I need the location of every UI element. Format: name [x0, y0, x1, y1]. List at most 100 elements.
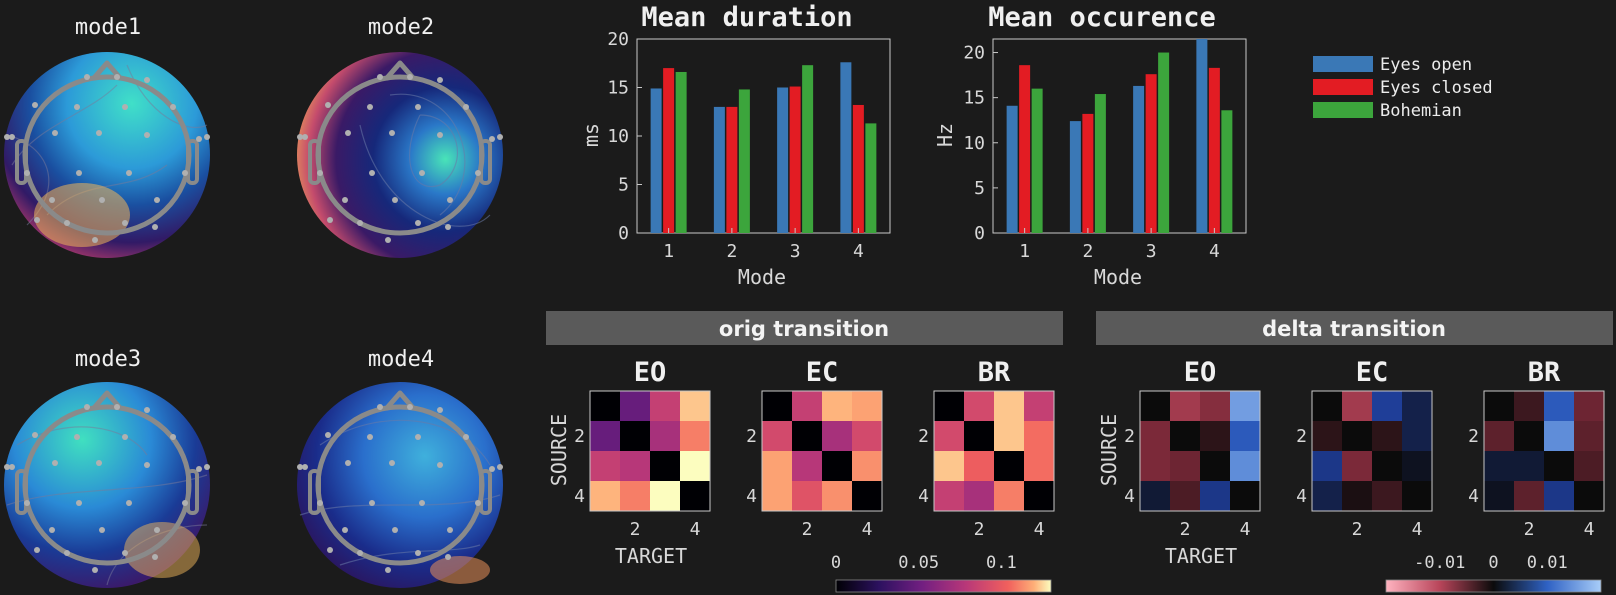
x-tick-label: 2 [726, 241, 737, 262]
electrode [367, 104, 373, 110]
electrode [369, 500, 375, 506]
electrode [445, 224, 451, 230]
heatmap-cell [762, 481, 793, 512]
matrix-title: EO [1184, 357, 1217, 388]
heatmap-cell [1312, 421, 1343, 452]
x-axis-label: Mode [738, 265, 786, 289]
electrode [122, 550, 128, 556]
topomap-title-mode1: mode1 [75, 15, 141, 40]
y-tick-label: 2 [1124, 426, 1135, 447]
heatmap-cell [1200, 421, 1231, 452]
heatmap-cell [1544, 421, 1575, 452]
electrode [196, 466, 202, 472]
x-tick-label: 1 [663, 241, 674, 262]
legend-label-eyes-closed: Eyes closed [1380, 78, 1493, 98]
topomap-hotspot [430, 556, 490, 584]
heatmap-cell [1402, 451, 1433, 482]
heatmap-cell [590, 451, 621, 482]
heatmap-cell [1574, 481, 1605, 512]
electrode [497, 464, 503, 470]
heatmap-cell [1574, 391, 1605, 422]
legend-label-eyes-open: Eyes open [1380, 55, 1472, 75]
electrode [475, 500, 481, 506]
heatmap-cell [1230, 451, 1261, 482]
bar [663, 68, 675, 233]
electrode [99, 197, 105, 203]
electrode [357, 220, 363, 226]
heatmap-cell [1484, 391, 1515, 422]
legend-swatch-eyes-closed [1313, 79, 1373, 95]
bar [1082, 113, 1094, 233]
group-banner [1096, 311, 1613, 345]
electrode [437, 462, 443, 468]
heatmap-cell [1342, 451, 1373, 482]
electrode [49, 197, 55, 203]
topomap-mode1 [4, 52, 210, 258]
heatmap-cell [650, 391, 681, 422]
heatmap-cell [1140, 421, 1171, 452]
bar [802, 65, 814, 233]
y-tick-label: 2 [574, 426, 585, 447]
electrode [415, 550, 421, 556]
colorbar-tick-label: -0.01 [1414, 553, 1465, 573]
electrode [367, 434, 373, 440]
heatmap-cell [1342, 391, 1373, 422]
heatmap-cell [822, 421, 853, 452]
matrix-title: EC [806, 357, 839, 388]
heatmap-frame [1139, 390, 1261, 512]
ear-left [15, 469, 28, 515]
electrode [34, 217, 40, 223]
heatmap-frame [1311, 390, 1433, 512]
y-tick-label: 4 [574, 486, 585, 507]
heatmap-cell [1402, 481, 1433, 512]
electrode [357, 550, 363, 556]
electrode [407, 74, 413, 80]
ear-right [479, 139, 492, 185]
y-tick-label: 5 [974, 178, 985, 199]
heatmap-frame [589, 390, 711, 512]
electrode [497, 134, 503, 140]
electrode [419, 170, 425, 176]
electrode [144, 132, 150, 138]
colorbar-tick-label: 0.01 [1527, 553, 1568, 573]
electrode [32, 102, 38, 108]
heatmap-cell [1312, 481, 1343, 512]
electrode [377, 404, 383, 410]
electrode [52, 460, 58, 466]
heatmap-cell [1544, 451, 1575, 482]
electrode [392, 197, 398, 203]
y-tick-label: 4 [746, 486, 757, 507]
electrode [342, 197, 348, 203]
y-tick-label: 5 [618, 175, 629, 196]
heatmap-cell [650, 451, 681, 482]
heatmap-cell [1372, 451, 1403, 482]
heatmap-cell [1402, 421, 1433, 452]
electrode [52, 130, 58, 136]
bar [1069, 121, 1081, 233]
heatmap-cell [650, 421, 681, 452]
electrode [447, 527, 453, 533]
bar [1133, 85, 1145, 233]
electrode [96, 460, 102, 466]
electrode [99, 527, 105, 533]
electrode [170, 104, 176, 110]
electrode [345, 460, 351, 466]
heatmap-cell [680, 451, 711, 482]
y-tick-label: 2 [746, 426, 757, 447]
bar [777, 87, 789, 233]
electrode [325, 432, 331, 438]
y-tick-label: 0 [974, 223, 985, 244]
heatmap-cell [1372, 391, 1403, 422]
heatmap-cell [1140, 451, 1171, 482]
heatmap-cell [1312, 391, 1343, 422]
heatmap-cell [1170, 421, 1201, 452]
bar [726, 106, 738, 233]
x-tick-label: 2 [802, 519, 813, 540]
x-tick-label: 4 [853, 241, 864, 262]
x-tick-label: 4 [1209, 241, 1220, 262]
electrode [24, 500, 30, 506]
x-tick-label: 4 [690, 519, 701, 540]
topomap-hotspot [34, 183, 130, 247]
electrode [126, 170, 132, 176]
electrode [74, 104, 80, 110]
